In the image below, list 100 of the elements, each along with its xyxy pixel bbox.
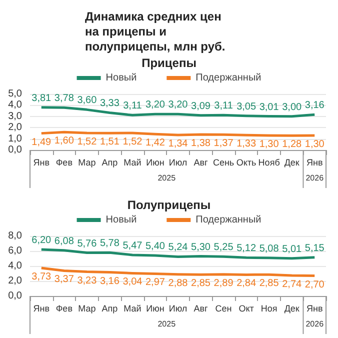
- data-label: 3,60: [77, 95, 98, 106]
- y-tick-label: 2,0: [8, 276, 22, 286]
- data-label: 5,15: [304, 242, 325, 254]
- data-label: 1,33: [236, 138, 256, 150]
- data-label: 1,37: [214, 138, 234, 150]
- data-label: 5,12: [236, 243, 256, 254]
- x-tick-label: Май: [124, 158, 142, 168]
- data-label: 2,70: [304, 279, 325, 290]
- x-tick-label: Мар: [78, 158, 96, 168]
- data-label: 3,04: [122, 276, 143, 288]
- data-label: 3,00: [282, 102, 302, 113]
- data-label: 3,73: [32, 272, 52, 283]
- legend-label: Подержанный: [196, 72, 262, 84]
- data-label: 3,33: [100, 98, 120, 110]
- data-label: 5,30: [191, 242, 211, 253]
- data-label: 6,08: [54, 236, 74, 247]
- x-tick-label: Авг: [194, 158, 209, 168]
- data-label: 2,85: [259, 278, 280, 290]
- text: 2025: [158, 320, 176, 328]
- chart-title: Полуприцепы: [127, 198, 211, 212]
- data-label: 5,24: [168, 242, 188, 254]
- chart-subtitle: Прицепы: [142, 56, 196, 70]
- data-label: 2,88: [168, 278, 188, 289]
- x-tick-label: Сень: [212, 158, 234, 168]
- y-tick-label: 1,0: [8, 133, 22, 144]
- legend-label: Новый: [106, 72, 137, 84]
- y-tick-label: 2,0: [8, 122, 22, 134]
- data-label: 3,20: [168, 100, 188, 111]
- x-tick-label: Апр: [102, 304, 118, 314]
- data-label: 1,60: [54, 136, 74, 147]
- x-tick-label: Янв: [33, 304, 50, 314]
- data-label: 3,23: [77, 275, 98, 286]
- data-label: 2,89: [214, 278, 234, 289]
- data-label: 3,81: [32, 92, 52, 104]
- data-label: 3,09: [191, 100, 211, 112]
- text: 2025: [158, 174, 176, 182]
- data-label: 5,25: [214, 242, 234, 254]
- x-tick-label: Апр: [102, 158, 118, 168]
- x-tick-label: Фев: [56, 158, 73, 168]
- y-tick-label: 0,0: [8, 144, 22, 156]
- data-label: 3,16: [304, 100, 325, 112]
- x-tick-label: Янв: [306, 304, 323, 314]
- y-tick-label: 0,0: [8, 290, 22, 302]
- x-tick-label: Фев: [56, 304, 73, 314]
- data-label: 2,84: [236, 278, 256, 290]
- x-tick-label: Янв: [33, 158, 50, 168]
- x-tick-label: Окть: [236, 158, 257, 168]
- x-tick-label: Май: [124, 304, 142, 314]
- data-label: 5,78: [100, 238, 120, 250]
- x-tick-label: Сен: [215, 304, 232, 314]
- data-label: 6,20: [32, 235, 52, 246]
- x-tick-label: Дек: [284, 158, 300, 168]
- data-label: 1,42: [145, 138, 166, 149]
- text: 2026: [306, 320, 324, 328]
- data-label: 1,51: [100, 136, 120, 148]
- data-label: 3,78: [54, 93, 74, 104]
- x-tick-label: Нояб: [258, 158, 280, 168]
- data-label: 3,37: [54, 274, 74, 286]
- y-tick-label: 8,0: [8, 230, 22, 242]
- data-label: 5,40: [145, 241, 166, 252]
- y-tick-label: 4,0: [8, 100, 22, 111]
- data-label: 2,74: [282, 278, 302, 290]
- data-label: 3,05: [236, 101, 256, 112]
- data-label: 1,34: [168, 138, 188, 150]
- legend-label: Подержанный: [196, 214, 262, 226]
- data-label: 3,01: [259, 102, 280, 113]
- data-label: 2,97: [145, 277, 166, 288]
- data-label: 1,30: [304, 138, 325, 150]
- y-tick-label: 3,0: [8, 110, 22, 122]
- data-label: 3,20: [145, 100, 166, 111]
- x-tick-label: Июл: [168, 304, 188, 314]
- y-tick-label: 4,0: [8, 260, 22, 272]
- data-label: 5,76: [77, 238, 98, 250]
- data-label: 2,85: [191, 278, 211, 290]
- data-label: 3,11: [214, 100, 234, 112]
- data-label: 1,28: [282, 139, 302, 150]
- x-tick-label: Дек: [284, 304, 300, 314]
- y-tick-label: 5,0: [8, 88, 22, 100]
- data-label: 3,11: [123, 100, 142, 112]
- data-label: 1,52: [122, 136, 143, 148]
- data-label: 1,52: [77, 136, 98, 148]
- x-tick-label: Июн: [146, 158, 164, 168]
- chart-title: Динамика средних цен на прицепы и полуприцепы, млн руб.: [85, 10, 226, 54]
- x-tick-label: Ноя: [260, 304, 278, 314]
- x-tick-label: Мар: [78, 304, 96, 314]
- x-tick-label: Окт: [238, 304, 254, 314]
- legend-label: Новый: [106, 214, 137, 226]
- data-label: 1,49: [32, 136, 52, 148]
- x-tick-label: Июл: [168, 158, 188, 168]
- data-label: 1,38: [191, 138, 211, 150]
- data-label: 3,16: [100, 276, 120, 287]
- data-label: 1,30: [259, 138, 280, 150]
- data-label: 5,08: [259, 243, 280, 254]
- x-tick-label: Авг: [194, 304, 209, 314]
- x-tick-label: Янв: [306, 158, 323, 168]
- data-label: 5,47: [122, 240, 143, 252]
- y-tick-label: 6,0: [8, 246, 22, 256]
- text: 2026: [306, 174, 324, 182]
- x-tick-label: Июн: [146, 304, 164, 314]
- data-label: 5,01: [282, 244, 302, 255]
